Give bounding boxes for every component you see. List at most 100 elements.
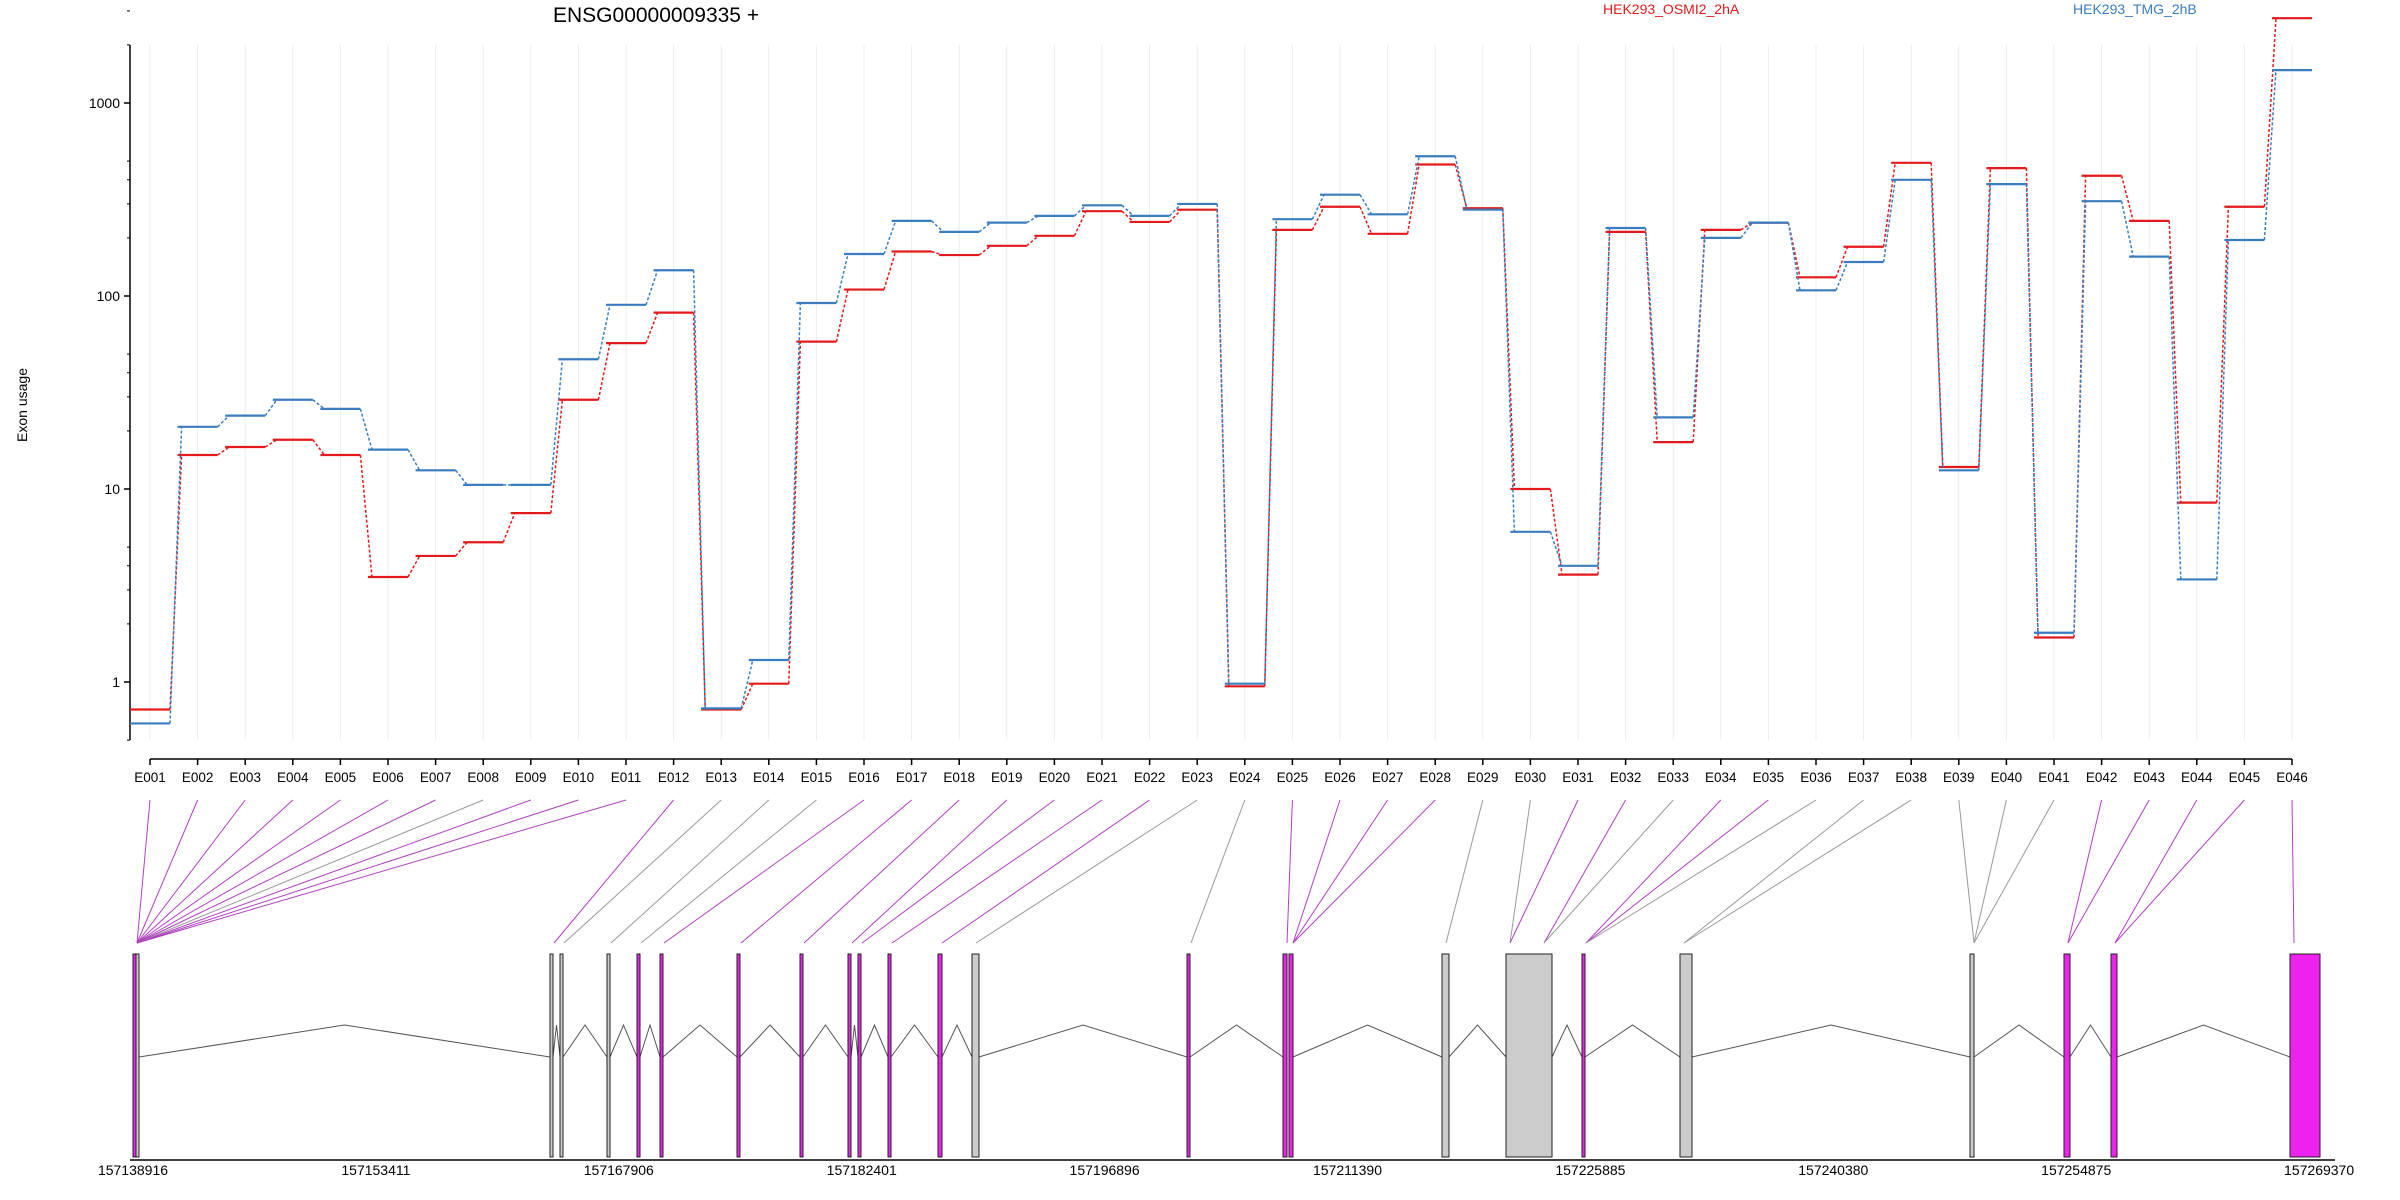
series-connector bbox=[1882, 179, 1897, 263]
exon-connector bbox=[136, 799, 436, 944]
axes: 1 10 100 1000 E001 E002 E003 E004 E005 E006 E007 E0… bbox=[89, 10, 2308, 785]
series-connector bbox=[359, 408, 373, 451]
exon-block bbox=[2289, 953, 2321, 1158]
exon-block bbox=[857, 953, 862, 1158]
exon-connector bbox=[2067, 799, 2150, 944]
series-connector bbox=[978, 221, 993, 233]
intron-line bbox=[1292, 1024, 1443, 1058]
y-tick-label: 1 bbox=[112, 674, 120, 690]
x-tick-label: E007 bbox=[420, 770, 452, 785]
x-tick-label: E005 bbox=[325, 770, 357, 785]
exon-connector bbox=[640, 799, 817, 944]
intron-line bbox=[552, 1024, 561, 1058]
intron-line bbox=[138, 1024, 551, 1058]
y-tick-label: 100 bbox=[97, 288, 121, 304]
x-tick-label: E044 bbox=[2181, 770, 2213, 785]
x-tick-label: E037 bbox=[1848, 770, 1880, 785]
x-tick-label: E014 bbox=[753, 770, 785, 785]
exon-connector bbox=[803, 799, 960, 944]
exon-connector bbox=[1585, 799, 1769, 944]
x-tick-label: E024 bbox=[1229, 770, 1261, 785]
series-connector bbox=[1454, 156, 1468, 211]
genomic-coordinate-label: 157196896 bbox=[1070, 1162, 1140, 1178]
series-connector bbox=[264, 399, 279, 417]
x-tick-label: E011 bbox=[611, 770, 642, 785]
exon-connector bbox=[136, 799, 579, 944]
x-tick-label: E009 bbox=[515, 770, 547, 785]
genomic-coordinate-label: 157138916 bbox=[98, 1162, 168, 1178]
exon-connector bbox=[553, 799, 674, 944]
exon-connector bbox=[1973, 799, 2007, 944]
genomic-coordinate-label: 157225885 bbox=[1555, 1162, 1625, 1178]
x-tick-label: E045 bbox=[2229, 770, 2261, 785]
series-connector bbox=[455, 541, 469, 557]
series-connector bbox=[1359, 194, 1373, 216]
intron-line bbox=[739, 1024, 801, 1058]
x-tick-label: E029 bbox=[1467, 770, 1499, 785]
series-connector bbox=[1502, 209, 1516, 533]
exon-block bbox=[1969, 953, 1975, 1158]
exon-connector bbox=[1585, 799, 1722, 944]
series-connector bbox=[1026, 235, 1041, 247]
series-connector bbox=[550, 399, 564, 514]
x-tick-label: E002 bbox=[182, 770, 214, 785]
genomic-coordinate-label: 157182401 bbox=[827, 1162, 897, 1178]
exon-connector bbox=[136, 799, 531, 944]
intron-line bbox=[1691, 1024, 1971, 1058]
exon-connector bbox=[1543, 799, 1627, 944]
series-connector bbox=[883, 220, 897, 255]
intron-line bbox=[850, 1024, 859, 1058]
series-connector bbox=[1359, 206, 1373, 235]
series-connector bbox=[1549, 531, 1564, 567]
series-connector bbox=[740, 682, 754, 710]
series-connector bbox=[2073, 200, 2087, 633]
exon-connector bbox=[136, 799, 151, 944]
series-connector bbox=[217, 414, 232, 428]
x-tick-label: E032 bbox=[1610, 770, 1642, 785]
series-connector bbox=[2168, 220, 2182, 504]
exon-connector bbox=[610, 799, 770, 944]
exon-connector bbox=[663, 799, 865, 944]
series-connector bbox=[1835, 261, 1849, 291]
exon-block bbox=[659, 953, 664, 1158]
genomic-coordinate-label: 157269370 bbox=[2284, 1162, 2354, 1178]
x-tick-label: E036 bbox=[1800, 770, 1832, 785]
exon-connector bbox=[1958, 799, 1975, 944]
exon-block bbox=[736, 953, 741, 1158]
exon-connector bbox=[2114, 799, 2245, 944]
x-tick-label: E022 bbox=[1134, 770, 1166, 785]
series-connector bbox=[1406, 163, 1421, 234]
x-tick-label: E001 bbox=[134, 770, 166, 785]
series-connector bbox=[2216, 239, 2230, 580]
exon-connector bbox=[1286, 799, 1293, 944]
exon-connector bbox=[2067, 799, 2103, 944]
series-connector bbox=[312, 439, 326, 456]
genomic-coordinate-label: 157153411 bbox=[341, 1162, 410, 1178]
series-lines bbox=[130, 17, 2312, 725]
exon-block bbox=[971, 953, 980, 1158]
series-connector bbox=[217, 446, 232, 456]
x-tick-label: E018 bbox=[943, 770, 975, 785]
intron-line bbox=[802, 1024, 849, 1058]
series-connector bbox=[359, 454, 373, 578]
series-connector bbox=[645, 269, 659, 306]
exon-block bbox=[2110, 953, 2118, 1158]
intron-line bbox=[1551, 1023, 1583, 1058]
x-tick-label: E010 bbox=[563, 770, 595, 785]
exon-connector bbox=[136, 799, 294, 944]
series-connector bbox=[2025, 168, 2039, 639]
x-tick-label: E038 bbox=[1895, 770, 1927, 785]
intron-line bbox=[1973, 1024, 2065, 1058]
vertical-gridlines bbox=[149, 45, 2293, 740]
chart-title: ENSG00000009335 + bbox=[553, 4, 759, 27]
exon-connector bbox=[861, 799, 1055, 944]
x-tick-label: E030 bbox=[1515, 770, 1547, 785]
series-connector bbox=[1216, 203, 1230, 685]
series-connector bbox=[312, 399, 327, 410]
exon-connector bbox=[1683, 799, 1864, 944]
series-connector bbox=[455, 469, 469, 486]
x-tick-label: E041 bbox=[2038, 770, 2070, 785]
genomic-coordinate-label: 157254875 bbox=[2041, 1162, 2111, 1178]
exon-connector bbox=[1509, 799, 1531, 944]
